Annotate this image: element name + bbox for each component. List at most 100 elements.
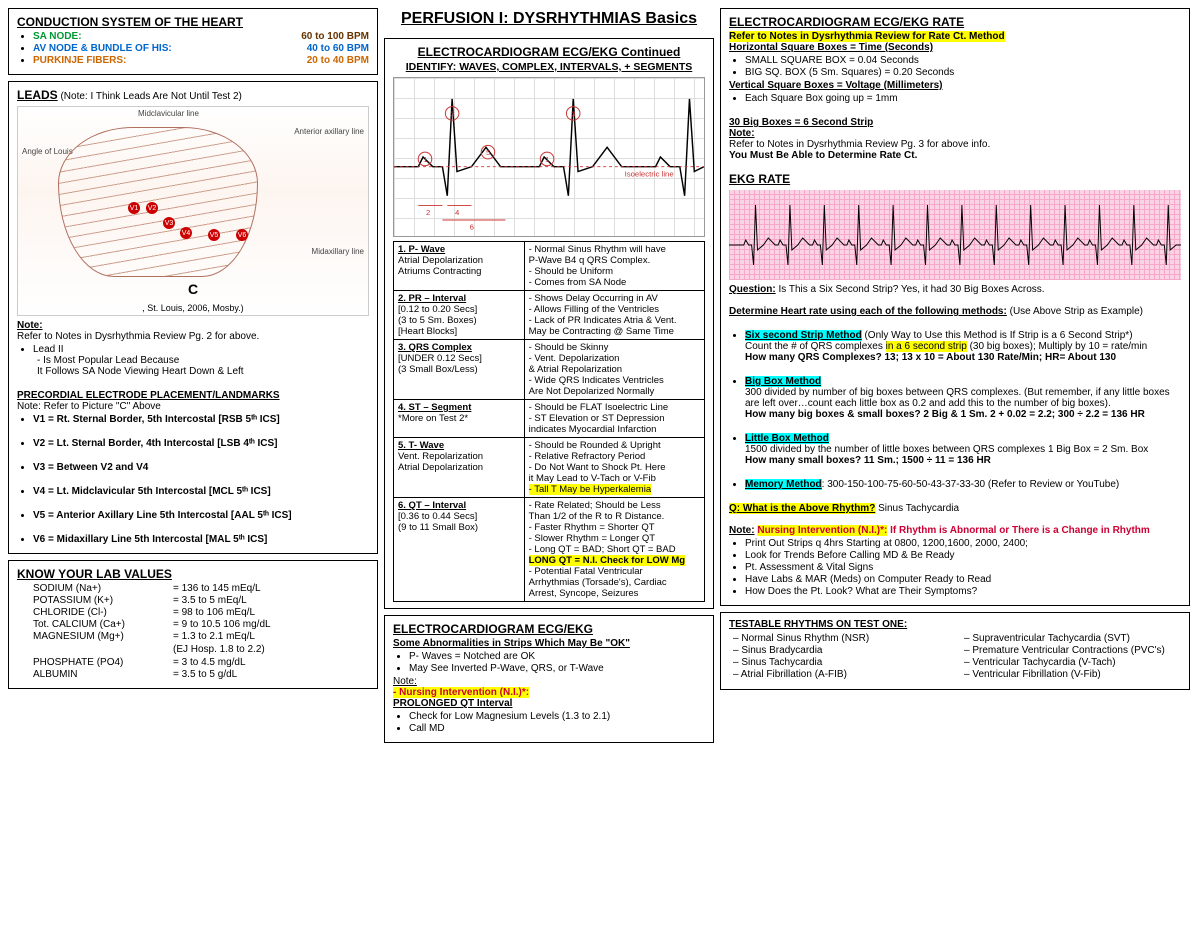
lab-val: = 9 to 10.5 106 mg/dL: [173, 619, 369, 630]
lab-val: = 98 to 106 mEq/L: [173, 607, 369, 618]
svg-text:3: 3: [571, 109, 575, 118]
lab-name: Tot. CALCIUM (Ca+): [33, 619, 173, 630]
question-text: Is This a Six Second Strip? Yes, it had …: [778, 284, 1044, 295]
methods-list: Six second Strip Method (Only Way to Use…: [729, 330, 1181, 490]
leads-title-text: LEADS: [17, 88, 58, 102]
testable-item: Sinus Bradycardia: [733, 645, 950, 656]
row-line: - Relative Refractory Period: [529, 451, 646, 462]
row-line: Arrest, Syncope, Seizures: [529, 588, 639, 599]
testable-item: Atrial Fibrillation (A-FIB): [733, 669, 950, 680]
lab-val: (EJ Hosp. 1.8 to 2.2): [173, 644, 369, 655]
column-2: PERFUSION I: DYSRHYTHMIAS Basics ELECTRO…: [384, 8, 714, 743]
row-line: & Atrial Repolarization: [529, 364, 622, 375]
row-line: Atrial Depolarization: [398, 462, 483, 473]
ni-item: Print Out Strips q 4hrs Starting at 0800…: [745, 538, 1181, 549]
vert-item: Each Square Box going up = 1mm: [745, 93, 1181, 104]
row-line: - Should be Rounded & Upright: [529, 440, 661, 451]
anatomy-label: Anterior axillary line: [294, 127, 364, 136]
svg-text:1: 1: [545, 155, 549, 164]
svg-text:Isoelectric line: Isoelectric line: [625, 169, 674, 178]
lab-val: = 3.5 to 5 g/dL: [173, 669, 369, 680]
row-line: - Long QT = BAD; Short QT = BAD: [529, 544, 676, 555]
testable-title: TESTABLE RHYTHMS ON TEST ONE:: [729, 619, 907, 630]
lab-row: ALBUMIN= 3.5 to 5 g/dL: [33, 669, 369, 680]
ecg-continued-box: ELECTROCARDIOGRAM ECG/EKG Continued IDEN…: [384, 38, 714, 609]
conduction-item-label: PURKINJE FIBERS:: [33, 55, 126, 66]
row-title: 6. QT – Interval: [398, 500, 466, 511]
method-memory: Memory Method: 300-150-100-75-60-50-43-3…: [745, 479, 1181, 490]
labs-box: KNOW YOUR LAB VALUES SODIUM (Na+)= 136 t…: [8, 560, 378, 689]
ecg-identify: IDENTIFY: WAVES, COMPLEX, INTERVALS, + S…: [406, 61, 693, 73]
lab-name: PHOSPHATE (PO4): [33, 657, 173, 668]
lab-val: = 1.3 to 2.1 mEq/L: [173, 631, 369, 642]
method-line: Count the # of QRS complexes: [745, 341, 886, 352]
leads-box: LEADS (Note: I Think Leads Are Not Until…: [8, 81, 378, 554]
conduction-item: SA NODE: 60 to 100 BPM: [33, 31, 369, 42]
v-item: V4 = Lt. Midclavicular 5th Intercostal […: [33, 486, 369, 497]
method-label: Big Box Method: [745, 376, 821, 387]
method-label: Six second Strip Method: [745, 330, 862, 341]
row-line: P-Wave B4 q QRS Complex.: [529, 255, 651, 266]
lab-row: MAGNESIUM (Mg+)= 1.3 to 2.1 mEq/L: [33, 631, 369, 642]
row-line: Are Not Depolarized Normally: [529, 386, 655, 397]
rate-ref: Refer to Notes in Dysrhythmia Review for…: [729, 31, 1005, 42]
ni-note-text: If Rhythm is Abnormal or There is a Chan…: [890, 525, 1150, 536]
ni-item: Look for Trends Before Calling MD & Be R…: [745, 550, 1181, 561]
row-line: - Should be FLAT Isoelectric Line: [529, 402, 669, 413]
note-line: Refer to Notes in Dysrhythmia Review Pg.…: [729, 139, 990, 150]
row-line: - Slower Rhythm = Longer QT: [529, 533, 655, 544]
row-title: 4. ST – Segment: [398, 402, 471, 413]
table-row: 6. QT – Interval [0.36 to 0.44 Secs] (9 …: [394, 498, 705, 602]
v-item: V1 = Rt. Sternal Border, 5th Intercostal…: [33, 414, 369, 425]
anatomy-label: Midclavicular line: [138, 109, 199, 118]
conduction-item: AV NODE & BUNDLE OF HIS: 40 to 60 BPM: [33, 43, 369, 54]
method-label: Little Box Method: [745, 433, 829, 444]
row-line: - Faster Rhythm = Shorter QT: [529, 522, 655, 533]
abn-check: Check for Low Magnesium Levels (1.3 to 2…: [409, 711, 705, 722]
row-line: - ST Elevation or ST Depression: [529, 413, 665, 424]
row-line: - Lack of PR Indicates Atria & Vent.: [529, 315, 677, 326]
row-title: 5. T- Wave: [398, 440, 444, 451]
anatomy-source: , St. Louis, 2006, Mosby.): [18, 303, 368, 313]
testable-box: TESTABLE RHYTHMS ON TEST ONE: Normal Sin…: [720, 612, 1190, 690]
vert-title: Vertical Square Boxes = Voltage (Millime…: [729, 80, 943, 91]
column-1: CONDUCTION SYSTEM OF THE HEART SA NODE: …: [8, 8, 378, 743]
ribcage-icon: [58, 127, 258, 277]
abn-item: May See Inverted P-Wave, QRS, or T-Wave: [409, 663, 705, 674]
ekg-strip-diagram: [729, 190, 1181, 280]
row-title: 3. QRS Complex: [398, 342, 472, 353]
row-line: [UNDER 0.12 Secs]: [398, 353, 482, 364]
method-big: Big Box Method 300 divided by number of …: [745, 376, 1181, 420]
anatomy-letter: C: [18, 281, 368, 297]
lab-name: ALBUMIN: [33, 669, 173, 680]
testable-item: Premature Ventricular Contractions (PVC'…: [964, 645, 1181, 656]
testable-item: Supraventricular Tachycardia (SVT): [964, 633, 1181, 644]
electrode-dot-icon: V5: [208, 229, 220, 241]
method-line: 300 divided by number of big boxes betwe…: [745, 387, 1170, 409]
method-six: Six second Strip Method (Only Way to Use…: [745, 330, 1181, 363]
row-line: - Do Not Want to Shock Pt. Here: [529, 462, 666, 473]
ni-item: How Does the Pt. Look? What are Their Sy…: [745, 586, 1181, 597]
ecg-abnormal-box: ELECTROCARDIOGRAM ECG/EKG Some Abnormali…: [384, 615, 714, 743]
method-little: Little Box Method 1500 divided by the nu…: [745, 433, 1181, 466]
row-line: - Potential Fatal Ventricular: [529, 566, 643, 577]
row-line: May be Contracting @ Same Time: [529, 326, 674, 337]
row-line: [Heart Blocks]: [398, 326, 457, 337]
row-line: Vent. Repolarization: [398, 451, 483, 462]
leads-note-text: Refer to Notes in Dysrhythmia Review Pg.…: [17, 331, 369, 342]
lead2-item: Lead II - Is Most Popular Lead Because I…: [33, 344, 369, 377]
rate-title: ELECTROCARDIOGRAM ECG/EKG RATE: [729, 15, 1181, 29]
electrode-dot-icon: V1: [128, 202, 140, 214]
row-line-highlight: - Tall T May be Hyperkalemia: [529, 484, 652, 495]
table-row: 3. QRS Complex [UNDER 0.12 Secs] (3 Smal…: [394, 340, 705, 400]
note-label: Note:: [393, 676, 417, 687]
electrode-dot-icon: V3: [163, 217, 175, 229]
ecg-cont-title: ELECTROCARDIOGRAM ECG/EKG Continued: [418, 45, 681, 59]
conduction-list: SA NODE: 60 to 100 BPM AV NODE & BUNDLE …: [17, 31, 369, 66]
method-line: How many big boxes & small boxes? 2 Big …: [745, 409, 1145, 420]
horiz-item: BIG SQ. BOX (5 Sm. Squares) = 0.20 Secon…: [745, 67, 1181, 78]
row-line: Than 1/2 of the R to R Distance.: [529, 511, 665, 522]
table-row: 1. P- Wave Atrial Depolarization Atriums…: [394, 242, 705, 291]
anatomy-label: Angle of Louis: [22, 147, 73, 156]
note-label: Note:: [729, 128, 755, 139]
